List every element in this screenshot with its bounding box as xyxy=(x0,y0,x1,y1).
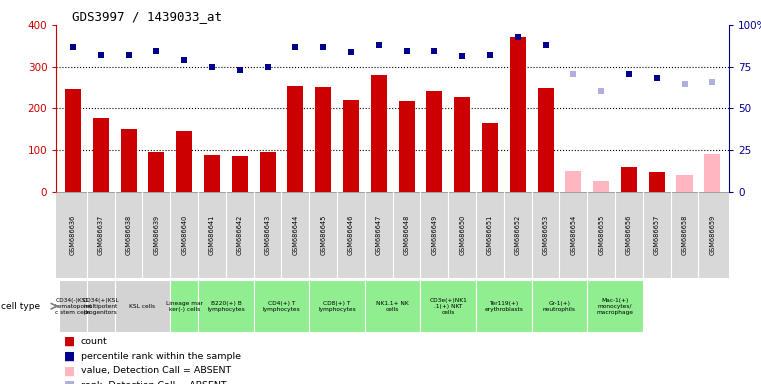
Bar xyxy=(204,155,220,192)
Text: GSM686648: GSM686648 xyxy=(403,215,409,255)
FancyBboxPatch shape xyxy=(476,280,532,333)
Text: value, Detection Call = ABSENT: value, Detection Call = ABSENT xyxy=(81,366,231,376)
Text: GSM686647: GSM686647 xyxy=(376,215,382,255)
FancyBboxPatch shape xyxy=(198,280,253,333)
Text: ■: ■ xyxy=(64,350,75,363)
Text: Ter119(+)
erythroblasts: Ter119(+) erythroblasts xyxy=(485,301,524,312)
FancyBboxPatch shape xyxy=(170,280,198,333)
Text: GSM686654: GSM686654 xyxy=(570,215,576,255)
Text: CD8(+) T
lymphocytes: CD8(+) T lymphocytes xyxy=(318,301,356,312)
Text: GSM686659: GSM686659 xyxy=(709,215,715,255)
Text: GSM686657: GSM686657 xyxy=(654,215,660,255)
Text: Gr-1(+)
neutrophils: Gr-1(+) neutrophils xyxy=(543,301,576,312)
Bar xyxy=(593,181,610,192)
Bar xyxy=(231,156,248,192)
FancyBboxPatch shape xyxy=(365,280,421,333)
Text: cell type: cell type xyxy=(1,302,40,311)
Text: B220(+) B
lymphocytes: B220(+) B lymphocytes xyxy=(207,301,245,312)
Bar xyxy=(648,172,665,192)
Bar xyxy=(565,171,581,192)
Bar xyxy=(120,129,137,192)
Bar xyxy=(426,91,442,192)
Bar xyxy=(454,97,470,192)
FancyBboxPatch shape xyxy=(421,280,476,333)
Text: GSM686643: GSM686643 xyxy=(265,215,271,255)
FancyBboxPatch shape xyxy=(87,280,115,333)
Text: CD34(-)KSL
hematopoiet
c stem cells: CD34(-)KSL hematopoiet c stem cells xyxy=(54,298,92,314)
Text: ■: ■ xyxy=(64,335,75,348)
Text: GSM686644: GSM686644 xyxy=(292,215,298,255)
Text: CD34(+)KSL
multipotent
progenitors: CD34(+)KSL multipotent progenitors xyxy=(82,298,119,314)
Text: percentile rank within the sample: percentile rank within the sample xyxy=(81,352,240,361)
Bar xyxy=(537,88,554,192)
Text: GSM686650: GSM686650 xyxy=(459,215,465,255)
Text: GSM686652: GSM686652 xyxy=(514,215,521,255)
Bar xyxy=(93,118,109,192)
Bar xyxy=(288,86,304,192)
Bar xyxy=(482,122,498,192)
Text: GSM686653: GSM686653 xyxy=(543,215,549,255)
Text: KSL cells: KSL cells xyxy=(129,304,155,309)
Text: GSM686645: GSM686645 xyxy=(320,215,326,255)
Bar xyxy=(371,74,387,192)
Text: GSM686646: GSM686646 xyxy=(348,215,354,255)
Text: Lineage mar
ker(-) cells: Lineage mar ker(-) cells xyxy=(166,301,202,312)
Text: GSM686638: GSM686638 xyxy=(126,215,132,255)
Text: GSM686656: GSM686656 xyxy=(626,215,632,255)
Bar xyxy=(148,152,164,192)
Text: NK1.1+ NK
cells: NK1.1+ NK cells xyxy=(376,301,409,312)
Text: GSM686649: GSM686649 xyxy=(431,215,438,255)
Text: ■: ■ xyxy=(64,379,75,384)
Bar xyxy=(176,131,193,192)
Text: rank, Detection Call = ABSENT: rank, Detection Call = ABSENT xyxy=(81,381,226,384)
Bar xyxy=(621,167,637,192)
Text: GSM686639: GSM686639 xyxy=(154,215,159,255)
Text: count: count xyxy=(81,337,107,346)
Text: GDS3997 / 1439033_at: GDS3997 / 1439033_at xyxy=(72,10,221,23)
Bar xyxy=(315,87,331,192)
Bar xyxy=(399,101,415,192)
Text: GSM686640: GSM686640 xyxy=(181,215,187,255)
Text: ■: ■ xyxy=(64,364,75,377)
FancyBboxPatch shape xyxy=(59,280,87,333)
Text: Mac-1(+)
monocytes/
macrophage: Mac-1(+) monocytes/ macrophage xyxy=(597,298,634,314)
FancyBboxPatch shape xyxy=(309,280,365,333)
Bar xyxy=(704,154,721,192)
Bar xyxy=(343,100,359,192)
Bar xyxy=(260,152,275,192)
Text: GSM686637: GSM686637 xyxy=(98,215,103,255)
Text: CD4(+) T
lymphocytes: CD4(+) T lymphocytes xyxy=(263,301,301,312)
Text: GSM686658: GSM686658 xyxy=(682,215,687,255)
FancyBboxPatch shape xyxy=(587,280,643,333)
FancyBboxPatch shape xyxy=(253,280,309,333)
Text: GSM686655: GSM686655 xyxy=(598,215,604,255)
Text: GSM686651: GSM686651 xyxy=(487,215,493,255)
FancyBboxPatch shape xyxy=(532,280,587,333)
Text: GSM686642: GSM686642 xyxy=(237,215,243,255)
FancyBboxPatch shape xyxy=(115,280,170,333)
Bar xyxy=(65,89,81,192)
Text: CD3e(+)NK1
.1(+) NKT
cells: CD3e(+)NK1 .1(+) NKT cells xyxy=(429,298,467,314)
Bar xyxy=(510,38,526,192)
Text: GSM686641: GSM686641 xyxy=(209,215,215,255)
Bar xyxy=(677,175,693,192)
Text: GSM686636: GSM686636 xyxy=(70,215,76,255)
